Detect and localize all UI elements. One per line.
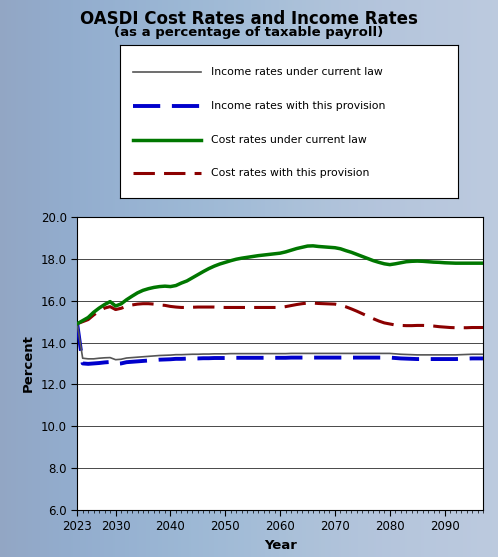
Text: Cost rates with this provision: Cost rates with this provision <box>211 168 370 178</box>
Text: Income rates with this provision: Income rates with this provision <box>211 101 385 111</box>
Text: Income rates under current law: Income rates under current law <box>211 67 382 77</box>
Y-axis label: Percent: Percent <box>22 335 35 392</box>
Text: OASDI Cost Rates and Income Rates: OASDI Cost Rates and Income Rates <box>80 11 418 28</box>
X-axis label: Year: Year <box>263 539 297 551</box>
Text: Cost rates under current law: Cost rates under current law <box>211 135 367 144</box>
Text: (as a percentage of taxable payroll): (as a percentage of taxable payroll) <box>115 26 383 39</box>
